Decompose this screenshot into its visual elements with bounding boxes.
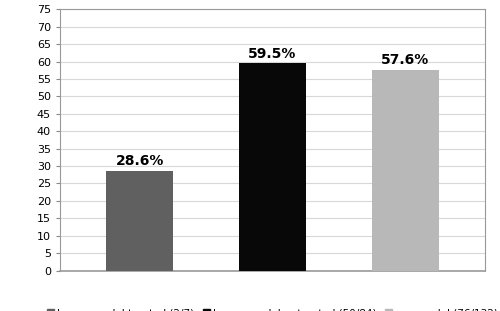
Legend: hypogonadal treated (2/7), hypogonadal untreated (50/84), eugonadal (76/132): hypogonadal treated (2/7), hypogonadal u… bbox=[42, 304, 500, 311]
Text: 57.6%: 57.6% bbox=[381, 53, 430, 67]
Bar bbox=[240, 63, 306, 271]
Bar bbox=[106, 171, 173, 271]
Text: 28.6%: 28.6% bbox=[116, 154, 164, 168]
Bar bbox=[372, 70, 438, 271]
Text: 59.5%: 59.5% bbox=[248, 47, 296, 61]
